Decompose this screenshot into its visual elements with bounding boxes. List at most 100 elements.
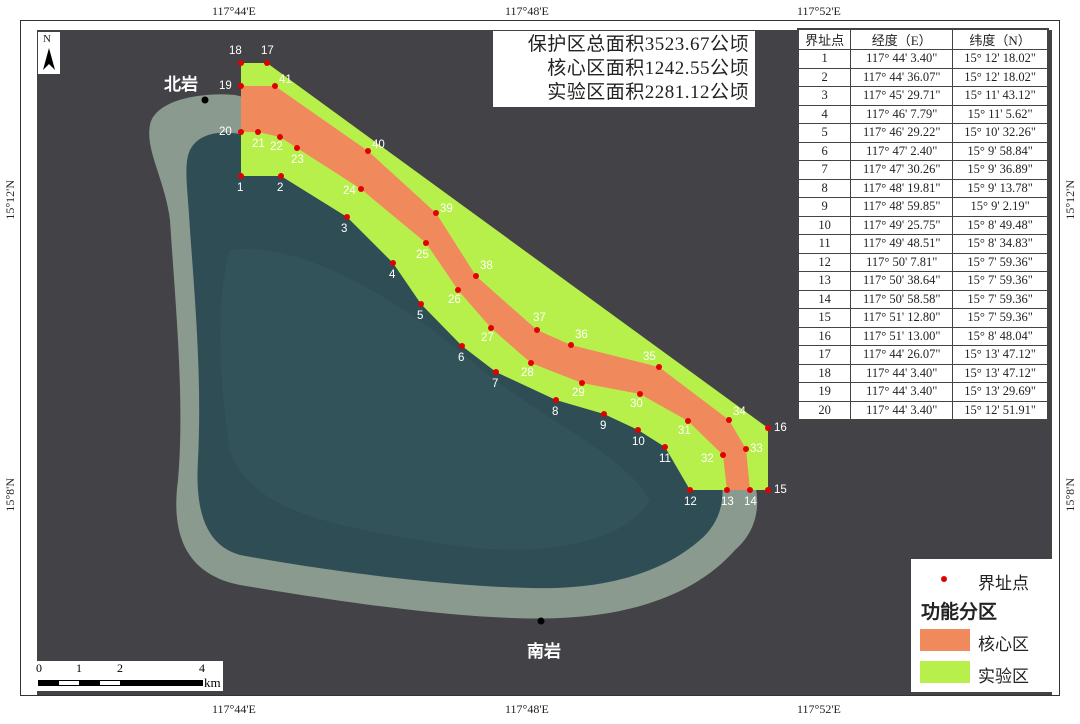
boundary-point-18 <box>238 60 244 66</box>
table-row: 5 117° 46' 29.22" 15° 10' 32.26" <box>797 123 1049 143</box>
boundary-point-13 <box>724 487 730 493</box>
latitude-cell: 15° 12' 18.02" <box>952 49 1049 69</box>
header-latitude: 纬度（N） <box>952 28 1049 50</box>
boundary-point-9 <box>601 411 607 417</box>
boundary-point-40 <box>365 148 371 154</box>
right-tick-1: 15°12'N <box>1063 180 1077 220</box>
latitude-cell: 15° 13' 29.69" <box>952 382 1049 402</box>
longitude-cell: 117° 51' 13.00" <box>850 326 954 346</box>
boundary-point-37 <box>534 327 540 333</box>
scale-unit: km <box>204 675 221 690</box>
point-id-cell: 1 <box>797 49 852 69</box>
boundary-point-7 <box>493 369 499 375</box>
legend-core-label: 核心区 <box>978 635 1029 654</box>
lagoon-inner <box>220 248 650 550</box>
boundary-point-26 <box>455 287 461 293</box>
boundary-point-label: 40 <box>372 139 385 151</box>
point-id-cell: 13 <box>797 271 852 291</box>
boundary-point-label: 26 <box>448 294 461 306</box>
boundary-point-2 <box>278 173 284 179</box>
boundary-point-31 <box>685 418 691 424</box>
table-row: 3 117° 45' 29.71" 15° 11' 43.12" <box>797 86 1049 106</box>
bottom-tick-2: 117°48'E <box>505 702 549 716</box>
longitude-cell: 117° 49' 25.75" <box>850 215 954 235</box>
latitude-cell: 15° 10' 32.26" <box>952 123 1049 143</box>
boundary-point-41 <box>272 83 278 89</box>
longitude-cell: 117° 50' 7.81" <box>850 252 954 272</box>
boundary-point-12 <box>687 487 693 493</box>
bottom-tick-1: 117°44'E <box>212 702 256 716</box>
table-row: 16 117° 51' 13.00" 15° 8' 48.04" <box>797 326 1049 346</box>
longitude-cell: 117° 44' 36.07" <box>850 67 954 87</box>
boundary-point-label: 1 <box>237 182 244 194</box>
boundary-point-5 <box>418 301 424 307</box>
legend-point-label: 界址点 <box>978 574 1029 593</box>
legend-title: 功能分区 <box>921 602 998 623</box>
boundary-point-8 <box>553 397 559 403</box>
boundary-point-label: 21 <box>252 138 265 150</box>
longitude-cell: 117° 44' 3.40" <box>850 382 954 402</box>
south-rock-label: 南岩 <box>527 642 561 662</box>
boundary-point-label: 15 <box>774 484 787 496</box>
boundary-point-label: 35 <box>643 351 656 363</box>
boundary-point-36 <box>568 342 574 348</box>
boundary-point-label: 10 <box>632 436 645 448</box>
south-rock-marker <box>537 617 545 625</box>
top-tick-1: 117°44'E <box>212 4 256 18</box>
boundary-point-label: 32 <box>701 453 714 465</box>
table-row: 14 117° 50' 58.58" 15° 7' 59.36" <box>797 289 1049 309</box>
point-id-cell: 18 <box>797 363 852 383</box>
boundary-point-15 <box>765 487 771 493</box>
table-row: 1 117° 44' 3.40" 15° 12' 18.02" <box>797 49 1049 69</box>
table-row: 4 117° 46' 7.79" 15° 11' 5.62" <box>797 104 1049 124</box>
boundary-point-33 <box>743 446 749 452</box>
longitude-cell: 117° 49' 48.51" <box>850 234 954 254</box>
point-id-cell: 17 <box>797 345 852 365</box>
boundary-point-39 <box>433 210 439 216</box>
scale-label-1: 1 <box>76 661 82 675</box>
latitude-cell: 15° 9' 13.78" <box>952 178 1049 198</box>
boundary-point-6 <box>459 343 465 349</box>
boundary-point-label: 34 <box>733 406 746 418</box>
header-longitude: 经度（E） <box>850 28 954 50</box>
boundary-point-label: 14 <box>744 496 757 508</box>
boundary-point-24 <box>358 186 364 192</box>
latitude-cell: 15° 7' 59.36" <box>952 252 1049 272</box>
boundary-point-label: 36 <box>575 329 588 341</box>
boundary-point-label: 29 <box>572 387 585 399</box>
longitude-cell: 117° 50' 58.58" <box>850 289 954 309</box>
boundary-point-label: 4 <box>389 269 396 281</box>
legend-experimental-label: 实验区 <box>978 667 1029 686</box>
boundary-point-label: 5 <box>417 310 424 322</box>
longitude-cell: 117° 48' 19.81" <box>850 178 954 198</box>
scale-label-4: 4 <box>199 661 205 675</box>
boundary-point-label: 31 <box>678 425 691 437</box>
boundary-point-3 <box>344 214 350 220</box>
longitude-cell: 117° 51' 12.80" <box>850 308 954 328</box>
top-tick-3: 117°52'E <box>797 4 841 18</box>
boundary-point-19 <box>238 83 244 89</box>
table-row: 8 117° 48' 19.81" 15° 9' 13.78" <box>797 178 1049 198</box>
map-frame <box>20 20 1060 696</box>
point-id-cell: 7 <box>797 160 852 180</box>
scale-label-2: 2 <box>117 661 123 675</box>
core-zone <box>241 86 750 490</box>
boundary-point-11 <box>662 444 668 450</box>
latitude-cell: 15° 7' 59.36" <box>952 271 1049 291</box>
point-id-cell: 10 <box>797 215 852 235</box>
point-id-cell: 2 <box>797 67 852 87</box>
boundary-point-27 <box>488 325 494 331</box>
boundary-point-22 <box>277 134 283 140</box>
boundary-point-label: 25 <box>416 249 429 261</box>
longitude-cell: 117° 47' 30.26" <box>850 160 954 180</box>
north-arrow-icon <box>38 32 60 74</box>
latitude-cell: 15° 11' 5.62" <box>952 104 1049 124</box>
boundary-point-label: 20 <box>219 126 232 138</box>
longitude-cell: 117° 44' 3.40" <box>850 363 954 383</box>
right-tick-2: 15°8'N <box>1063 478 1077 512</box>
latitude-cell: 15° 13' 47.12" <box>952 363 1049 383</box>
boundary-point-35 <box>656 364 662 370</box>
boundary-point-label: 24 <box>343 185 356 197</box>
boundary-point-label: 38 <box>480 260 493 272</box>
